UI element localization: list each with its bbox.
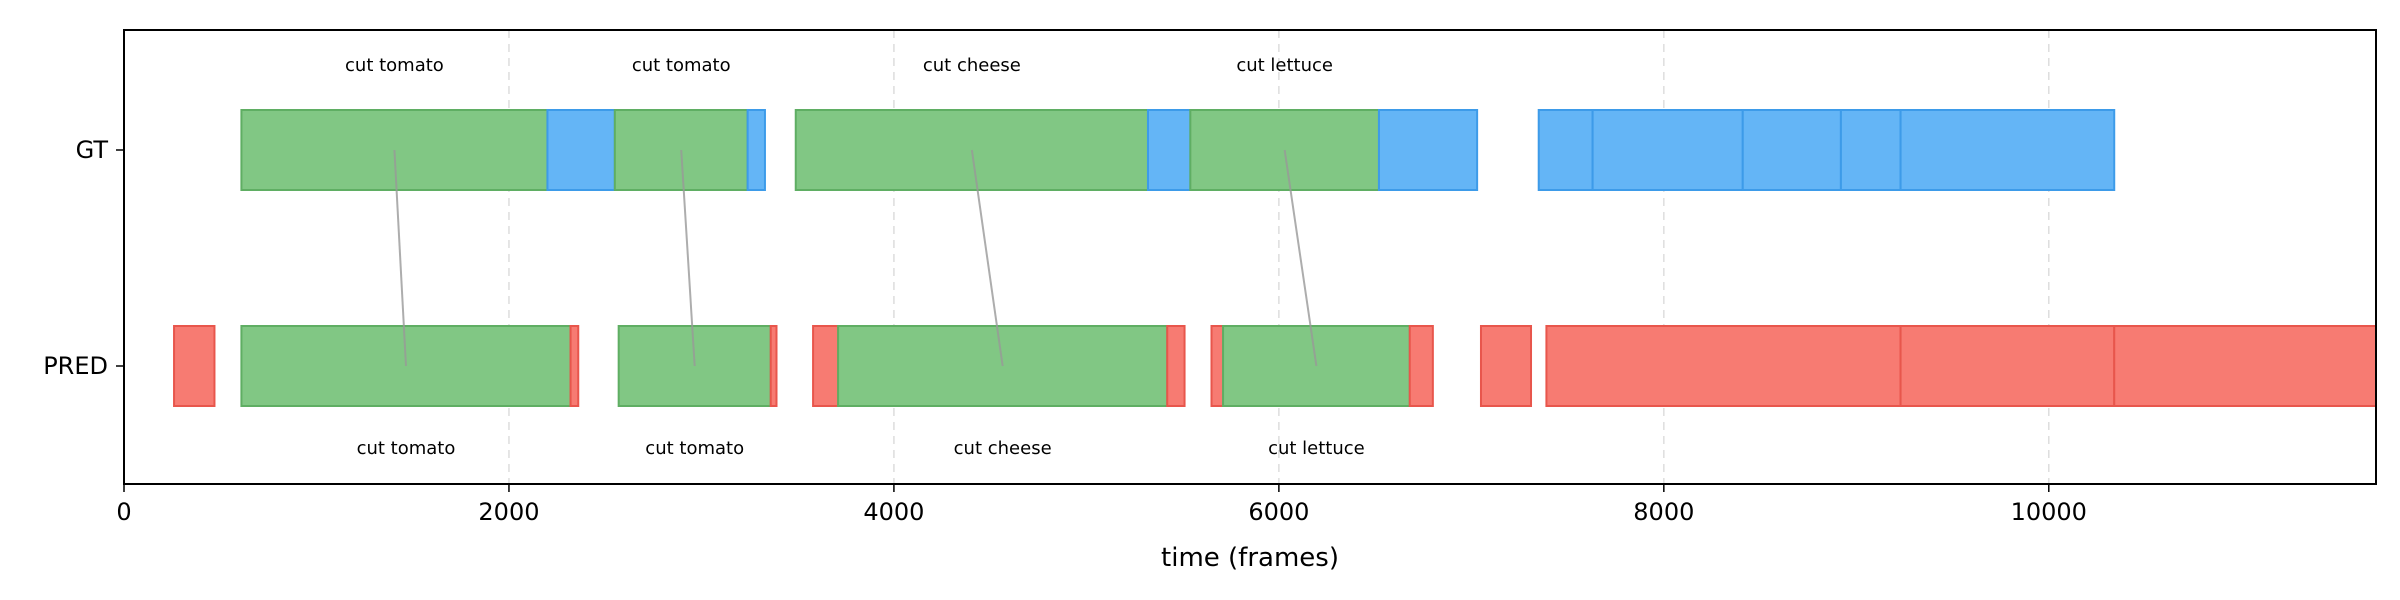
x-tick-label-1: 2000 (478, 498, 539, 526)
x-axis-title: time (frames) (1161, 543, 1339, 573)
x-axis: 0 2000 4000 6000 8000 10000 (116, 484, 2087, 526)
gt-segment-7 (1377, 109, 1479, 191)
match-link-3 (1283, 149, 1318, 367)
match-link-0 (393, 149, 407, 367)
segment-labels: cut tomato cut tomato cut cheese cut lettuc… (345, 55, 1365, 459)
match-link-1 (680, 149, 696, 367)
x-tick-label-4: 8000 (1633, 498, 1694, 526)
match-link-2 (970, 149, 1004, 367)
match-links (393, 149, 1318, 367)
gt-segment-8 (1537, 109, 1594, 191)
pred-segment-label-9: cut lettuce (1268, 438, 1365, 459)
gt-segment-5 (1146, 109, 1192, 191)
gt-segment-9 (1591, 109, 1744, 191)
gt-segment-label-4: cut cheese (923, 55, 1021, 76)
grid-lines (508, 30, 2050, 484)
row-label-pred: PRED (43, 352, 108, 380)
pred-segment-label-1: cut tomato (357, 438, 456, 459)
pred-segment-8 (1210, 325, 1225, 407)
pred-segment-label-6: cut cheese (954, 438, 1052, 459)
pred-segment-12 (1545, 325, 1902, 407)
pred-segment-label-3: cut tomato (645, 438, 744, 459)
gt-segment-label-6: cut lettuce (1236, 55, 1333, 76)
pred-segment-0 (173, 325, 216, 407)
pred-segment-11 (1479, 325, 1533, 407)
x-tick-label-2: 4000 (863, 498, 924, 526)
pred-segment-4 (769, 325, 778, 407)
pred-segment-2 (569, 325, 580, 407)
x-tick-label-5: 10000 (2011, 498, 2087, 526)
gt-segment-1 (546, 109, 616, 191)
plot-frame (123, 29, 2377, 485)
gt-segment-10 (1741, 109, 1842, 191)
gt-segment-label-2: cut tomato (632, 55, 731, 76)
y-axis: GT PRED (43, 136, 124, 380)
gt-segment-6 (1189, 109, 1380, 191)
row-label-gt: GT (76, 136, 109, 164)
pred-segment-10 (1408, 325, 1434, 407)
gt-segment-3 (746, 109, 766, 191)
x-tick-label-0: 0 (116, 498, 131, 526)
x-tick-label-3: 6000 (1248, 498, 1309, 526)
gt-segment-11 (1839, 109, 1902, 191)
pred-segment-7 (1166, 325, 1186, 407)
segments (173, 109, 2377, 407)
pred-segment-5 (812, 325, 840, 407)
gt-segment-label-0: cut tomato (345, 55, 444, 76)
gt-segment-12 (1899, 109, 2116, 191)
pred-segment-13 (1899, 325, 2116, 407)
pred-segment-14 (2113, 325, 2377, 407)
gt-segment-2 (613, 109, 749, 191)
